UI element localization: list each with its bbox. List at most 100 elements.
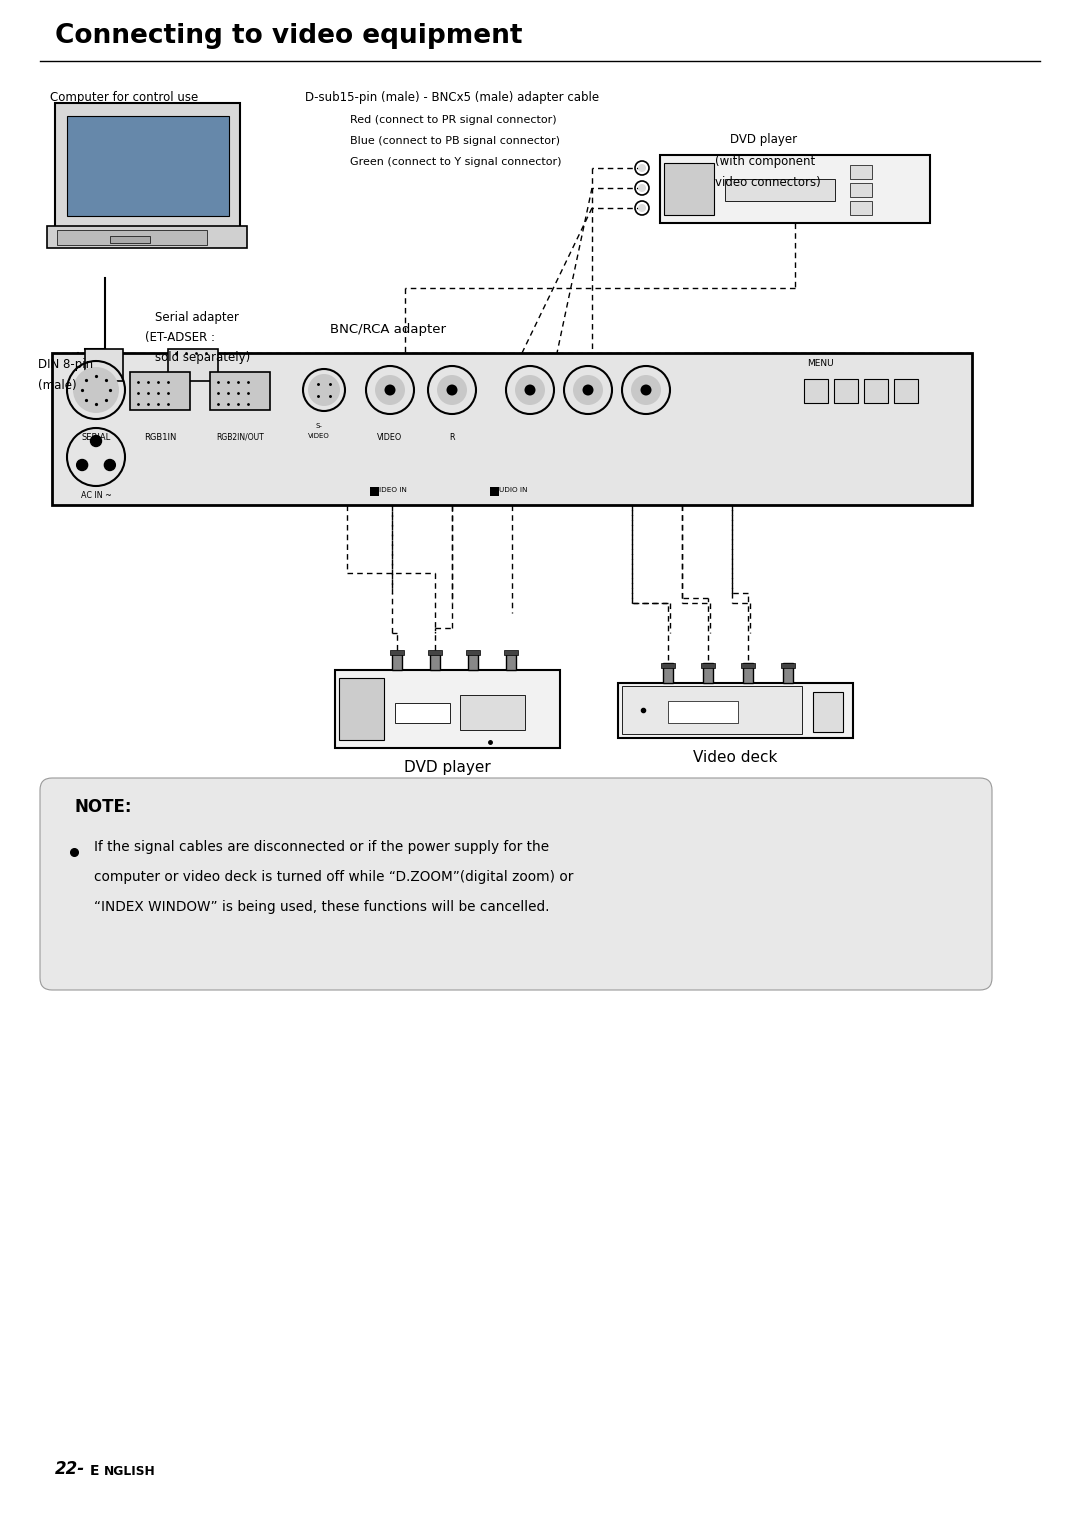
Bar	[430, 652, 440, 670]
Bar	[428, 650, 442, 655]
Text: Computer for control use: Computer for control use	[50, 90, 199, 104]
Polygon shape	[55, 103, 240, 228]
Text: RGB2IN/OUT: RGB2IN/OUT	[216, 432, 264, 442]
Bar	[850, 201, 872, 215]
Text: AUDIO IN: AUDIO IN	[494, 487, 527, 494]
Text: R: R	[449, 432, 455, 442]
Bar	[781, 662, 795, 668]
Bar	[110, 236, 150, 244]
Bar	[660, 155, 930, 222]
Text: Blue (connect to PB signal connector): Blue (connect to PB signal connector)	[350, 136, 561, 146]
Bar	[850, 182, 872, 198]
Circle shape	[638, 204, 646, 212]
Text: VIDEO IN: VIDEO IN	[374, 487, 407, 494]
Circle shape	[375, 376, 405, 405]
Text: Green (connect to Y signal connector): Green (connect to Y signal connector)	[350, 156, 562, 167]
Text: DVD player: DVD player	[404, 760, 490, 776]
Bar	[804, 379, 828, 403]
Text: computer or video deck is turned off while “D.ZOOM”(digital zoom) or: computer or video deck is turned off whi…	[94, 871, 573, 885]
Text: Video deck: Video deck	[692, 750, 778, 765]
Bar	[460, 694, 525, 730]
Bar	[664, 162, 714, 215]
Circle shape	[638, 164, 646, 172]
Bar	[701, 662, 715, 668]
Bar	[335, 670, 561, 748]
Bar	[661, 662, 675, 668]
Circle shape	[638, 184, 646, 192]
Bar	[663, 662, 673, 684]
Bar	[834, 379, 858, 403]
Circle shape	[73, 366, 119, 412]
Text: Red (connect to PR signal connector): Red (connect to PR signal connector)	[350, 115, 556, 126]
Bar	[210, 373, 270, 409]
Bar	[813, 691, 843, 731]
Circle shape	[77, 460, 87, 471]
Bar	[783, 662, 793, 684]
Bar	[67, 117, 229, 216]
Bar	[504, 650, 518, 655]
Text: VIDEO: VIDEO	[377, 432, 403, 442]
Text: AC IN ~: AC IN ~	[81, 491, 111, 500]
Circle shape	[582, 385, 594, 396]
Text: If the signal cables are disconnected or if the power supply for the: If the signal cables are disconnected or…	[94, 840, 549, 854]
Circle shape	[91, 435, 102, 446]
Bar	[864, 379, 888, 403]
Text: RGB1IN: RGB1IN	[144, 432, 176, 442]
Circle shape	[446, 385, 458, 396]
Text: Connecting to video equipment: Connecting to video equipment	[55, 23, 523, 49]
Text: (ET-ADSER :: (ET-ADSER :	[145, 331, 215, 343]
Text: (with component: (with component	[715, 155, 815, 169]
Text: DIN 8-pin: DIN 8-pin	[38, 359, 93, 371]
Bar	[490, 487, 499, 497]
Circle shape	[515, 376, 545, 405]
Bar	[618, 684, 853, 737]
Text: video connectors): video connectors)	[715, 176, 821, 189]
Bar	[168, 350, 218, 382]
Text: Serial adapter: Serial adapter	[156, 311, 239, 323]
Text: DVD player: DVD player	[730, 133, 797, 146]
Bar	[339, 678, 384, 740]
Text: VIDEO: VIDEO	[308, 432, 329, 438]
Text: SERIAL: SERIAL	[81, 432, 110, 442]
Circle shape	[631, 376, 661, 405]
Bar	[370, 487, 379, 497]
Bar	[468, 652, 478, 670]
Text: “INDEX WINDOW” is being used, these functions will be cancelled.: “INDEX WINDOW” is being used, these func…	[94, 900, 550, 914]
Bar	[669, 701, 738, 724]
Circle shape	[437, 376, 467, 405]
Bar	[850, 166, 872, 179]
Circle shape	[105, 460, 116, 471]
Text: S-: S-	[315, 423, 323, 429]
Bar	[622, 685, 802, 734]
Bar	[130, 373, 190, 409]
Text: MENU: MENU	[807, 359, 834, 368]
Bar	[52, 353, 972, 504]
Text: NOTE:: NOTE:	[75, 799, 132, 816]
Text: (male): (male)	[38, 379, 77, 392]
Bar	[395, 704, 450, 724]
Bar	[703, 662, 713, 684]
Circle shape	[308, 374, 340, 406]
FancyBboxPatch shape	[40, 779, 993, 990]
Text: NGLISH: NGLISH	[104, 1466, 156, 1478]
Circle shape	[640, 385, 651, 396]
Bar	[743, 662, 753, 684]
Bar	[465, 650, 480, 655]
Bar	[725, 179, 835, 201]
Bar	[48, 225, 247, 248]
Circle shape	[573, 376, 603, 405]
Bar	[392, 652, 402, 670]
Bar	[85, 350, 123, 382]
Text: 22-: 22-	[55, 1459, 85, 1478]
Text: E: E	[90, 1464, 99, 1478]
Text: sold separately): sold separately)	[156, 351, 251, 363]
Circle shape	[525, 385, 536, 396]
Bar	[390, 650, 404, 655]
Bar	[894, 379, 918, 403]
Bar	[57, 230, 207, 245]
Text: BNC/RCA adapter: BNC/RCA adapter	[330, 323, 446, 336]
Text: D-sub15-pin (male) - BNCx5 (male) adapter cable: D-sub15-pin (male) - BNCx5 (male) adapte…	[305, 90, 599, 104]
Bar	[507, 652, 516, 670]
Bar	[741, 662, 755, 668]
Circle shape	[384, 385, 395, 396]
